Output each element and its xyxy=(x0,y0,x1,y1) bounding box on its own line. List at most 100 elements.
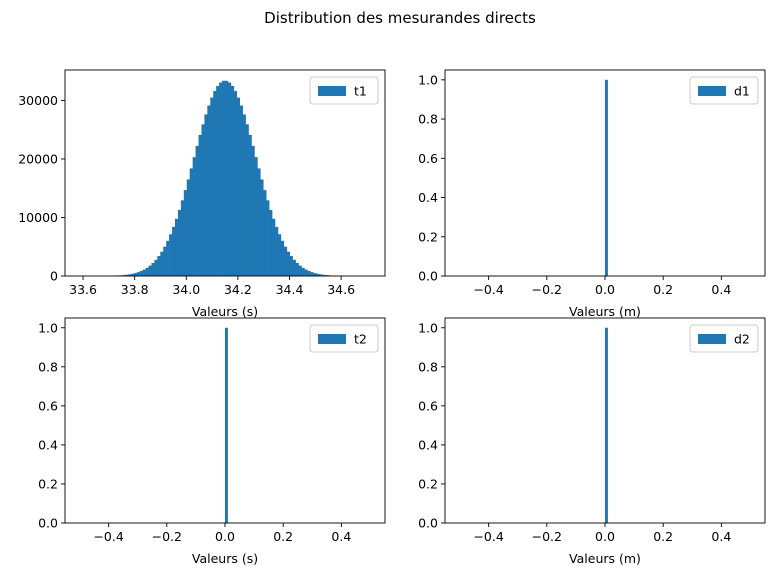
y-tick-label: 0.8 xyxy=(418,112,438,127)
x-tick-label: 0.2 xyxy=(653,529,673,544)
x-tick-label: −0.4 xyxy=(473,282,503,297)
histogram-bar xyxy=(183,190,188,276)
x-tick-label: −0.4 xyxy=(93,529,123,544)
bars-t2 xyxy=(225,327,228,523)
x-tick-label: −0.2 xyxy=(152,529,182,544)
histogram-bar xyxy=(254,157,258,276)
y-tick-label: 0.0 xyxy=(418,269,438,284)
x-tick-label: 0.0 xyxy=(215,529,235,544)
x-tick-label: −0.2 xyxy=(532,529,562,544)
bars-t1 xyxy=(83,80,367,277)
y-tick-label: 0.8 xyxy=(38,359,58,374)
histogram-bar xyxy=(145,267,149,276)
y-tick-label: 30000 xyxy=(18,93,58,108)
x-tick-label: 34.2 xyxy=(224,282,252,297)
histogram-bar xyxy=(227,82,232,276)
x-tick-label: 0.4 xyxy=(711,529,731,544)
x-axis-label: Valeurs (m) xyxy=(569,551,641,566)
subplot-d1: −0.4 −0.2 0.0 0.2 0.4 0.0 0.2 0.4 0.6 0.8 1.0 Valeu… xyxy=(418,69,766,319)
x-tick-label: 34.6 xyxy=(327,282,355,297)
subplot-t1: 33.6 33.8 34.0 34.2 34.4 34.6 0 10000 20000 30000… xyxy=(18,69,386,319)
histogram-bar xyxy=(605,79,608,276)
axes-frame xyxy=(64,69,386,277)
histogram-bar xyxy=(260,179,264,276)
histogram-bar xyxy=(154,259,158,276)
y-tick-label: 0.4 xyxy=(418,437,438,452)
y-tick-label: 0.4 xyxy=(418,190,438,205)
histogram-bar xyxy=(213,91,217,276)
y-tick-label: 0.6 xyxy=(418,151,438,166)
legend-label: d2 xyxy=(734,332,750,347)
histogram-bar xyxy=(136,272,140,276)
histogram-bar xyxy=(195,145,199,276)
x-axis-label: Valeurs (s) xyxy=(192,304,258,319)
histogram-bar xyxy=(177,209,182,276)
histogram-bar xyxy=(210,97,214,276)
x-tick-label: 0.4 xyxy=(711,282,731,297)
histogram-bar xyxy=(186,179,190,276)
legend-label: t1 xyxy=(354,84,367,99)
legend-swatch xyxy=(318,86,346,96)
legend-t1: t1 xyxy=(309,76,379,105)
histogram-bar xyxy=(157,256,161,276)
y-tick-label: 0.0 xyxy=(38,516,58,531)
histogram-bar xyxy=(280,240,285,276)
x-tick-label: 33.8 xyxy=(121,282,149,297)
legend-swatch xyxy=(698,86,726,96)
y-tick-label: 1.0 xyxy=(38,320,58,335)
figure-title: Distribution des mesurandes directs xyxy=(264,9,536,27)
legend-d1: d1 xyxy=(689,76,759,105)
histogram-bar xyxy=(219,82,223,276)
histogram-bar xyxy=(172,226,176,276)
y-tick-label: 0.0 xyxy=(418,516,438,531)
histogram-bar xyxy=(275,226,279,276)
histogram-bar xyxy=(289,256,293,276)
histogram-bar xyxy=(251,145,255,276)
histogram-bar xyxy=(225,80,229,276)
legend-label: d1 xyxy=(734,84,750,99)
histogram-bar xyxy=(233,91,238,276)
histogram-bar xyxy=(230,85,235,277)
histogram-bar xyxy=(283,246,288,276)
y-tick-label: 0.6 xyxy=(418,398,438,413)
x-tick-label: 33.6 xyxy=(69,282,97,297)
x-tick-label: 0.2 xyxy=(653,282,673,297)
bars-d2 xyxy=(605,327,608,523)
histogram-bar xyxy=(225,327,228,523)
x-tick-label: 34.4 xyxy=(276,282,304,297)
histogram-bar xyxy=(266,200,270,276)
histogram-bar xyxy=(139,270,143,276)
histogram-bar xyxy=(169,234,173,276)
histogram-bar xyxy=(189,168,193,276)
x-tick-label: −0.4 xyxy=(473,529,503,544)
histogram-bar xyxy=(160,251,164,276)
histogram-bar xyxy=(307,270,311,276)
x-axis-label: Valeurs (m) xyxy=(569,304,641,319)
histogram-bar xyxy=(127,274,132,276)
histogram-bar xyxy=(319,274,323,276)
y-tick-label: 0.8 xyxy=(418,359,438,374)
legend-label: t2 xyxy=(354,332,367,347)
x-tick-label: 0.2 xyxy=(273,529,293,544)
y-tick-label: 0.2 xyxy=(418,476,438,491)
x-tick-label: 34.0 xyxy=(172,282,200,297)
histogram-bar xyxy=(269,209,273,276)
histogram-bar xyxy=(151,262,155,276)
histogram-bar xyxy=(242,114,246,276)
histogram-bar xyxy=(298,265,302,276)
histogram-bar xyxy=(133,273,138,276)
histogram-bar xyxy=(207,105,211,276)
histogram-bar xyxy=(124,274,129,276)
histogram-bar xyxy=(248,134,252,276)
bars-d1 xyxy=(605,79,608,276)
subplot-t2: −0.4 −0.2 0.0 0.2 0.4 0.0 0.2 0.4 0.6 0.8 1.0 Valeu… xyxy=(38,317,386,566)
histogram-bar xyxy=(201,124,205,277)
x-tick-label: −0.2 xyxy=(532,282,562,297)
y-tick-label: 0.4 xyxy=(38,437,58,452)
histogram-bar xyxy=(316,273,320,276)
histogram-bar xyxy=(163,246,167,276)
legend-swatch xyxy=(318,334,346,344)
x-tick-label: 0.0 xyxy=(595,529,615,544)
y-tick-label: 0 xyxy=(50,269,58,284)
